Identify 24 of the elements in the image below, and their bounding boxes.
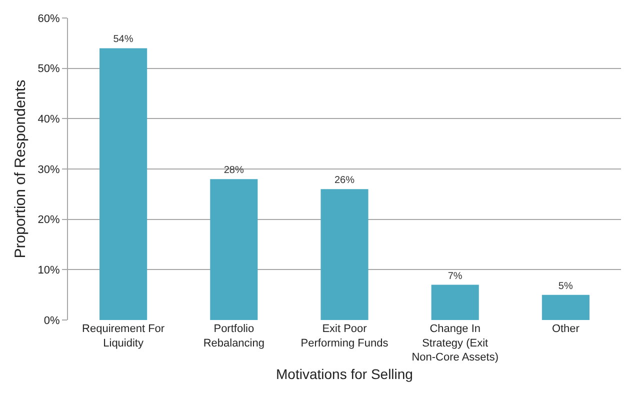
- x-tick-label: Other: [552, 323, 580, 335]
- y-tick-label: 10%: [38, 264, 60, 277]
- y-tick-label: 0%: [44, 314, 60, 327]
- data-label: 7%: [448, 270, 462, 282]
- y-tick-label: 20%: [38, 214, 60, 226]
- bar: [320, 189, 368, 320]
- bar: [431, 284, 479, 320]
- bar: [210, 179, 258, 320]
- bar: [100, 48, 148, 320]
- x-axis-title: Motivations for Selling: [276, 366, 413, 382]
- y-tick-label: 40%: [38, 114, 60, 126]
- y-axis-title: Proportion of Respondents: [12, 80, 30, 258]
- x-tick-label: Exit Poor Performing Funds: [300, 323, 389, 350]
- x-tick-label: Requirement For Liquidity: [82, 323, 165, 350]
- data-label: 28%: [224, 165, 244, 176]
- x-tick-label: Portfolio Rebalancing: [203, 323, 264, 350]
- y-tick-label: 50%: [38, 63, 60, 76]
- x-tick-label: Change In Strategy (Exit Non-Core Assets): [412, 323, 499, 364]
- bar: [542, 294, 590, 320]
- data-label: 26%: [334, 175, 355, 186]
- data-label: 54%: [113, 34, 134, 46]
- y-tick-label: 60%: [38, 12, 60, 25]
- data-label: 5%: [558, 280, 573, 292]
- y-tick-label: 30%: [38, 164, 60, 176]
